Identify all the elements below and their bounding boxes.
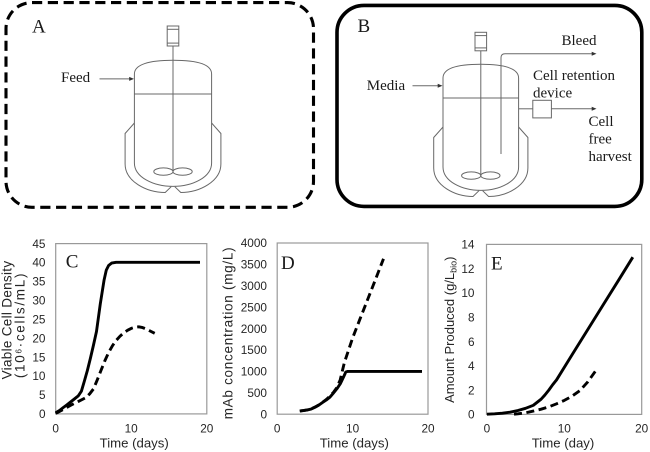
svg-text:E: E xyxy=(491,253,503,274)
svg-text:device: device xyxy=(533,85,572,101)
svg-text:14: 14 xyxy=(461,238,475,252)
svg-text:1000: 1000 xyxy=(241,365,268,379)
svg-text:Cell retention: Cell retention xyxy=(533,68,616,84)
svg-text:A: A xyxy=(32,17,46,38)
svg-text:10: 10 xyxy=(461,286,475,300)
svg-text:30: 30 xyxy=(32,294,46,308)
svg-text:Cell: Cell xyxy=(589,114,614,130)
svg-text:harvest: harvest xyxy=(589,149,633,165)
svg-text:5: 5 xyxy=(39,388,46,402)
svg-text:45: 45 xyxy=(32,237,46,251)
svg-text:Amount Produced (g/Lbio): Amount Produced (g/Lbio) xyxy=(442,256,459,402)
svg-text:3500: 3500 xyxy=(241,258,268,272)
svg-text:25: 25 xyxy=(32,313,46,327)
svg-text:free: free xyxy=(589,132,613,148)
svg-text:40: 40 xyxy=(32,256,46,270)
svg-text:20: 20 xyxy=(421,422,435,436)
svg-text:0: 0 xyxy=(260,407,267,421)
svg-text:Feed: Feed xyxy=(61,70,91,86)
svg-text:35: 35 xyxy=(32,275,46,289)
svg-text:Time (days): Time (days) xyxy=(320,436,389,451)
svg-text:20: 20 xyxy=(635,422,649,436)
svg-text:10: 10 xyxy=(558,422,572,436)
svg-text:Time (days): Time (days) xyxy=(100,436,169,451)
svg-text:2: 2 xyxy=(468,383,475,397)
svg-text:B: B xyxy=(358,16,371,37)
svg-text:4: 4 xyxy=(468,359,475,373)
svg-text:10: 10 xyxy=(346,422,360,436)
svg-text:20: 20 xyxy=(32,331,46,345)
svg-text:500: 500 xyxy=(247,386,267,400)
svg-text:1500: 1500 xyxy=(241,343,268,357)
svg-text:(106·cells/mL): (106·cells/mL) xyxy=(12,272,27,378)
svg-text:2000: 2000 xyxy=(241,322,268,336)
svg-text:mAb concentration (mg/L): mAb concentration (mg/L) xyxy=(220,247,235,420)
svg-text:Viable Cell Density: Viable Cell Density xyxy=(0,261,14,380)
svg-text:Bleed: Bleed xyxy=(562,33,597,49)
svg-text:2500: 2500 xyxy=(241,300,268,314)
svg-text:0: 0 xyxy=(39,407,46,421)
svg-text:10: 10 xyxy=(125,422,139,436)
svg-text:10: 10 xyxy=(32,369,46,383)
svg-text:6: 6 xyxy=(468,335,475,349)
svg-text:0: 0 xyxy=(52,422,59,436)
svg-text:Media: Media xyxy=(367,78,406,94)
svg-text:15: 15 xyxy=(32,350,46,364)
svg-text:0: 0 xyxy=(468,408,475,422)
svg-text:0: 0 xyxy=(274,422,281,436)
svg-text:D: D xyxy=(281,253,295,274)
svg-text:C: C xyxy=(66,252,79,273)
svg-text:0: 0 xyxy=(484,422,491,436)
svg-text:4000: 4000 xyxy=(241,236,268,250)
svg-text:8: 8 xyxy=(468,311,475,325)
svg-text:12: 12 xyxy=(461,262,474,276)
svg-text:3000: 3000 xyxy=(241,279,268,293)
svg-text:Time (day): Time (day) xyxy=(532,436,595,451)
svg-text:20: 20 xyxy=(200,422,214,436)
